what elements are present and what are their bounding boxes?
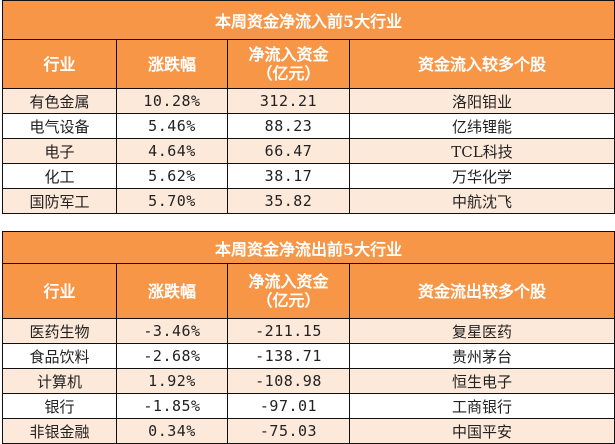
net-flow-cell: -211.15 [227,318,350,344]
net-flow-cell: 38.17 [227,163,350,189]
change-cell: 1.92% [116,368,228,394]
inflow-table: 本周资金净流入前5大行业 行业 涨跌幅 净流入资金 （亿元） 资金流入较多个股 … [1,0,615,214]
col-header-net-flow-line2: （亿元） [256,291,321,310]
industry-cell: 银行 [2,393,117,419]
col-header-industry: 行业 [2,263,117,319]
col-header-net-flow-line1: 净流入资金 [248,272,329,291]
industry-cell: 电气设备 [2,113,117,139]
stock-cell: 贵州茅台 [348,343,615,369]
table-row: 化工 5.62% 38.17 万华化学 [2,163,615,189]
industry-cell: 食品饮料 [2,343,117,369]
industry-cell: 医药生物 [2,318,117,344]
table-row: 非银金融 0.34% -75.03 中国平安 [2,418,615,444]
inflow-table-title: 本周资金净流入前5大行业 [1,0,615,40]
industry-cell: 非银金融 [2,418,117,444]
stock-cell: TCL科技 [348,138,615,164]
col-header-change: 涨跌幅 [116,39,228,89]
change-cell: 5.62% [116,163,228,189]
stock-cell: 工商银行 [348,393,615,419]
table-row: 有色金属 10.28% 312.21 洛阳钼业 [2,88,615,114]
change-cell: 5.46% [116,113,228,139]
industry-cell: 国防军工 [2,188,117,214]
col-header-net-flow-line2: （亿元） [256,64,321,83]
change-cell: 5.70% [116,188,228,214]
outflow-table: 本周资金净流出前5大行业 行业 涨跌幅 净流入资金 （亿元） 资金流出较多个股 … [1,231,615,444]
stock-cell: 复星医药 [348,318,615,344]
stock-cell: 万华化学 [348,163,615,189]
change-cell: -1.85% [116,393,228,419]
net-flow-cell: -75.03 [227,418,350,444]
change-cell: -3.46% [116,318,228,344]
net-flow-cell: -97.01 [227,393,350,419]
stock-cell: 中国平安 [348,418,615,444]
stock-cell: 恒生电子 [348,368,615,394]
net-flow-cell: 66.47 [227,138,350,164]
table-row: 银行 -1.85% -97.01 工商银行 [2,393,615,419]
col-header-stock: 资金流出较多个股 [348,263,615,319]
net-flow-cell: 88.23 [227,113,350,139]
table-row: 国防军工 5.70% 35.82 中航沈飞 [2,188,615,214]
industry-cell: 计算机 [2,368,117,394]
industry-cell: 电子 [2,138,117,164]
table-row: 计算机 1.92% -108.98 恒生电子 [2,368,615,394]
stock-cell: 洛阳钼业 [348,88,615,114]
table-row: 食品饮料 -2.68% -138.71 贵州茅台 [2,343,615,369]
change-cell: -2.68% [116,343,228,369]
net-flow-cell: 312.21 [227,88,350,114]
change-cell: 4.64% [116,138,228,164]
net-flow-cell: -138.71 [227,343,350,369]
col-header-change: 涨跌幅 [116,263,228,319]
table-row: 医药生物 -3.46% -211.15 复星医药 [2,318,615,344]
change-cell: 10.28% [116,88,228,114]
change-cell: 0.34% [116,418,228,444]
net-flow-cell: -108.98 [227,368,350,394]
stock-cell: 中航沈飞 [348,188,615,214]
col-header-net-flow-line1: 净流入资金 [248,45,329,64]
col-header-net-flow: 净流入资金 （亿元） [227,39,350,89]
industry-cell: 有色金属 [2,88,117,114]
outflow-table-title: 本周资金净流出前5大行业 [1,231,615,264]
table-row: 电气设备 5.46% 88.23 亿纬锂能 [2,113,615,139]
stock-cell: 亿纬锂能 [348,113,615,139]
net-flow-cell: 35.82 [227,188,350,214]
industry-cell: 化工 [2,163,117,189]
table-row: 电子 4.64% 66.47 TCL科技 [2,138,615,164]
col-header-industry: 行业 [2,39,117,89]
col-header-stock: 资金流入较多个股 [348,39,615,89]
col-header-net-flow: 净流入资金 （亿元） [227,263,350,319]
